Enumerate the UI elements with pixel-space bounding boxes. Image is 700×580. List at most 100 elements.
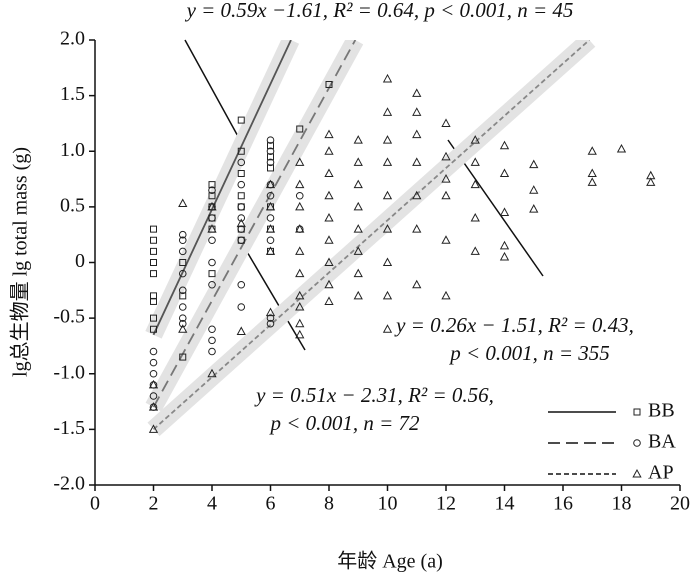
annotation: p < 0.001, n = 72 (268, 411, 420, 435)
point (353, 224, 363, 233)
point (237, 214, 246, 222)
y-tick-label: 1.0 (60, 139, 85, 161)
point (208, 192, 216, 200)
y-tick-label: -0.5 (53, 306, 85, 328)
point (353, 179, 363, 189)
point (237, 280, 246, 289)
point (295, 157, 305, 166)
point (324, 129, 334, 139)
point (295, 201, 305, 211)
x-tick-label: 20 (670, 493, 690, 515)
point (237, 158, 246, 167)
point (266, 314, 275, 322)
point (267, 153, 274, 161)
point (470, 135, 480, 144)
point (353, 135, 363, 144)
point (412, 88, 422, 97)
point (265, 224, 276, 233)
point (178, 324, 188, 333)
point (499, 207, 510, 216)
point (382, 224, 393, 233)
point (208, 347, 216, 356)
point (266, 147, 275, 156)
point (324, 257, 334, 266)
point (324, 146, 334, 155)
point (266, 319, 275, 328)
point (150, 270, 157, 278)
point (150, 236, 157, 244)
point (646, 177, 656, 186)
x-tick-label: 14 (495, 493, 515, 515)
point (295, 179, 305, 189)
point (529, 204, 539, 213)
point (587, 168, 597, 177)
point (529, 159, 539, 169)
x-axis-label: 年龄 Age (a) (337, 550, 443, 573)
point (208, 236, 216, 245)
leader-line (184, 39, 241, 141)
point (353, 268, 363, 278)
point (324, 235, 334, 244)
point (150, 314, 157, 322)
point (150, 325, 157, 333)
point (179, 353, 187, 361)
point (412, 279, 422, 289)
point (207, 201, 217, 211)
point (353, 290, 363, 300)
point (236, 218, 246, 228)
point (295, 301, 305, 311)
point (178, 286, 187, 295)
point (296, 125, 304, 133)
point (295, 290, 305, 300)
point (382, 190, 393, 200)
point (266, 136, 275, 144)
x-tick-label: 6 (266, 493, 276, 515)
point (178, 236, 187, 245)
y-tick-label: -1.5 (53, 417, 85, 439)
point (265, 307, 276, 317)
point (150, 225, 157, 233)
point (382, 157, 393, 166)
legend-label: AP (648, 462, 674, 484)
point (470, 212, 480, 222)
point (237, 203, 246, 211)
point (412, 190, 422, 200)
point (150, 297, 157, 305)
y-axis-label: lg总生物量 lg total mass (g) (9, 147, 32, 377)
point (237, 116, 245, 124)
point (441, 151, 451, 161)
x-tick-label: 4 (207, 493, 217, 515)
point (237, 147, 245, 155)
annotation: y = 0.51x − 2.31, R² = 0.56, (254, 383, 494, 407)
point (382, 107, 393, 116)
point (267, 164, 274, 172)
point (587, 177, 597, 186)
point (208, 214, 216, 222)
point (295, 191, 304, 200)
point (208, 181, 216, 189)
point (441, 235, 451, 244)
annotation: y = 0.59x −1.61, R² = 0.64, p < 0.001, n… (185, 0, 574, 22)
point (178, 303, 187, 311)
legend-label: BA (648, 431, 676, 453)
point (178, 319, 187, 328)
x-tick-label: 16 (553, 493, 573, 515)
y-tick-label: 2.0 (60, 28, 85, 50)
point (267, 142, 274, 150)
x-tick-label: 10 (378, 493, 398, 515)
point (266, 158, 275, 167)
point (412, 157, 422, 166)
point (441, 290, 451, 300)
point (208, 325, 216, 334)
point (237, 303, 246, 311)
point (499, 240, 510, 250)
point (441, 190, 451, 200)
point (324, 212, 334, 222)
point (382, 290, 393, 300)
point (150, 247, 157, 255)
plot-area (145, 40, 596, 437)
point (149, 369, 158, 378)
point (499, 251, 510, 261)
point (587, 146, 597, 155)
